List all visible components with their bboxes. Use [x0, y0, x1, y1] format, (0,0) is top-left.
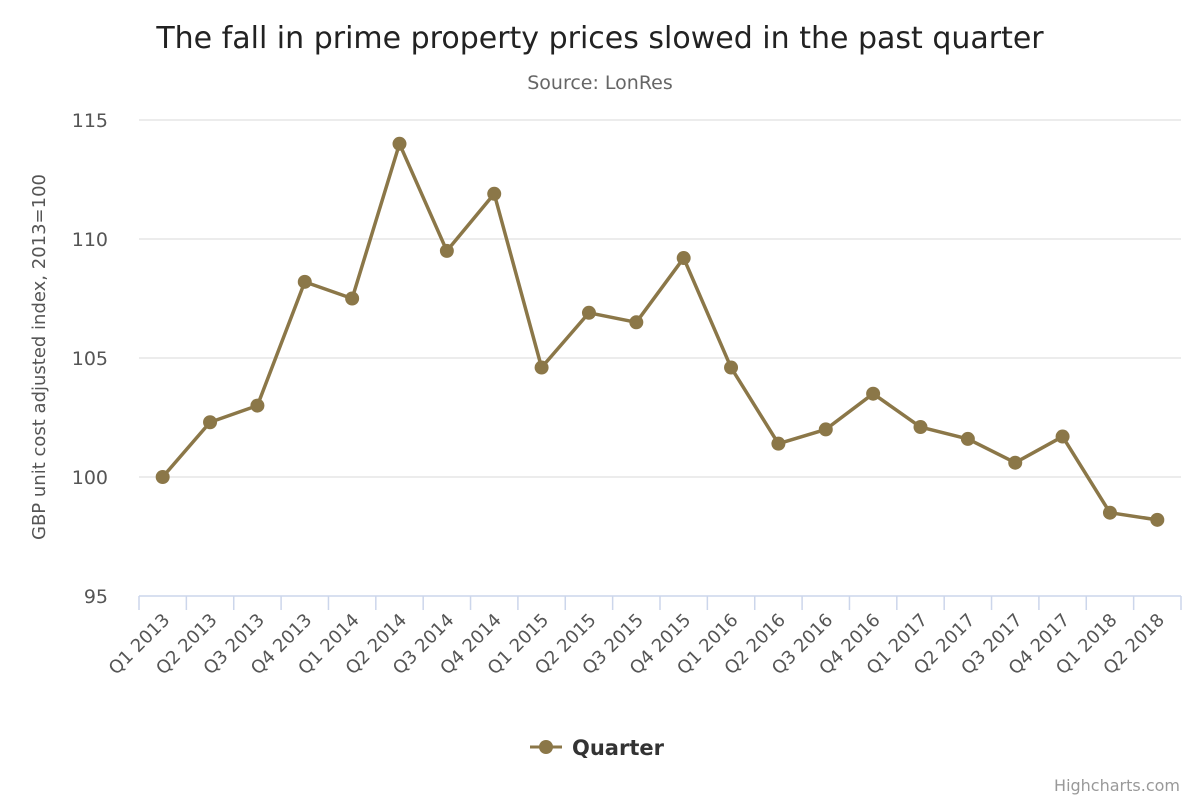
chart-subtitle: Source: LonRes [527, 72, 673, 94]
y-tick-label: 105 [72, 348, 108, 370]
data-point[interactable] [155, 470, 170, 484]
data-point[interactable] [960, 431, 975, 446]
data-point[interactable] [724, 360, 739, 375]
data-point[interactable] [297, 274, 312, 289]
data-point[interactable] [439, 243, 454, 258]
data-point[interactable] [676, 251, 691, 266]
data-point[interactable] [771, 436, 786, 451]
y-axis-label: GBP unit cost adjusted index, 2013=100 [29, 174, 50, 540]
data-point[interactable] [1150, 512, 1165, 527]
legend[interactable]: Quarter [530, 736, 665, 760]
data-point[interactable] [913, 420, 928, 435]
data-point[interactable] [203, 415, 218, 430]
data-point[interactable] [250, 398, 265, 413]
data-point[interactable] [487, 186, 502, 201]
y-tick-label: 115 [72, 110, 108, 132]
legend-item-quarter[interactable]: Quarter [572, 736, 665, 760]
y-tick-label: 110 [72, 229, 108, 251]
data-point[interactable] [534, 360, 549, 375]
legend-marker-symbol [539, 740, 553, 754]
series-quarter[interactable] [155, 136, 1165, 527]
chart-title: The fall in prime property prices slowed… [155, 21, 1044, 56]
y-tick-label: 100 [72, 467, 108, 489]
y-tick-label: 95 [84, 586, 108, 608]
y-axis: 95 100 105 110 115 [72, 110, 108, 608]
data-point[interactable] [581, 305, 596, 320]
data-point[interactable] [345, 291, 360, 306]
data-point[interactable] [629, 315, 644, 330]
series-line [160, 142, 1160, 522]
data-point[interactable] [1008, 455, 1023, 470]
gridlines [139, 119, 1181, 478]
data-point[interactable] [866, 386, 881, 401]
credits-link[interactable]: Highcharts.com [1054, 776, 1180, 795]
data-point[interactable] [818, 422, 833, 437]
data-point[interactable] [1055, 429, 1070, 444]
data-point[interactable] [392, 136, 407, 151]
data-point[interactable] [1102, 505, 1117, 520]
